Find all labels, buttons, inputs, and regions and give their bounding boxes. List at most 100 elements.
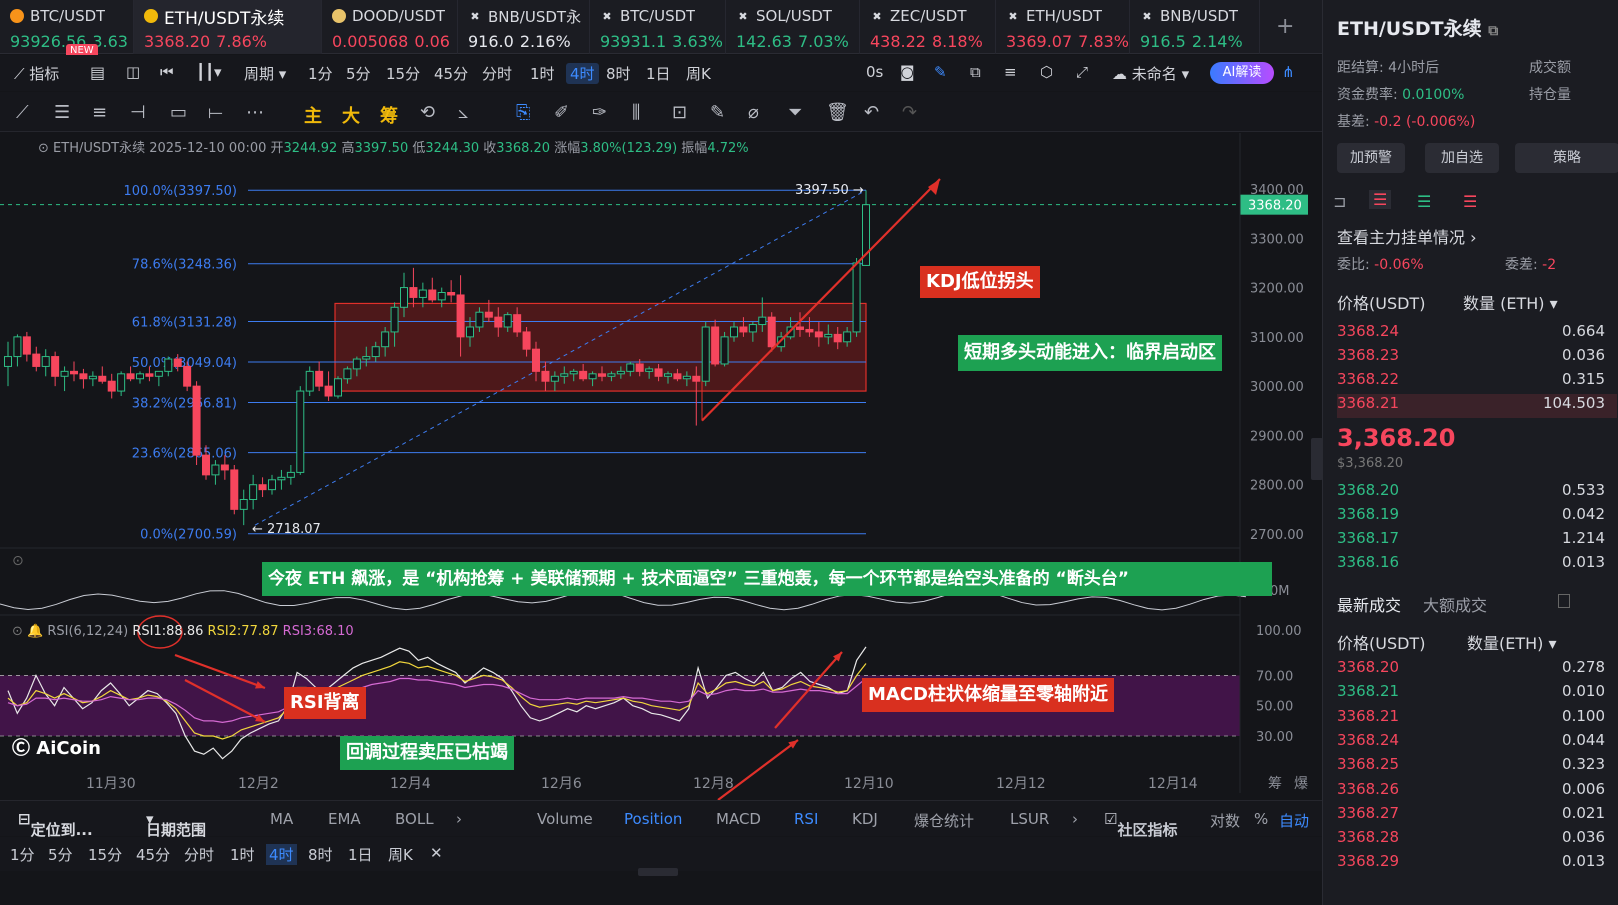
clip-icon[interactable]: ⌀	[748, 102, 759, 123]
symbol-tab[interactable]: ✖ BTC/USDT 93931.1 3.63%	[590, 0, 726, 54]
indicators-button[interactable]: ⟋ 指标	[14, 65, 60, 83]
add-tab-icon[interactable]: +	[1276, 14, 1295, 39]
add-alert-button[interactable]: 加预警	[1337, 143, 1405, 173]
trade-row[interactable]: 3368.27 0.021	[1337, 804, 1617, 828]
chart-area[interactable]: 100.0%(3397.50) 78.6%(3248.36) 61.8%(3131.…	[0, 133, 1322, 803]
screen-icon[interactable]: ⧉	[970, 63, 981, 81]
ruler-icon[interactable]: ✐	[554, 102, 570, 123]
ask-row[interactable]: 3368.21 104.503	[1337, 394, 1617, 418]
chevron-right-icon[interactable]: ›	[456, 810, 462, 828]
add-watchlist-button[interactable]: 加自选	[1425, 143, 1499, 173]
share-icon[interactable]: ⋔	[1282, 63, 1295, 81]
orderbook-both-icon[interactable]: ☰	[1369, 190, 1392, 209]
interval-9[interactable]: 周K	[686, 65, 711, 83]
rect-tool-icon[interactable]: ▭	[170, 102, 188, 123]
bottom-interval-1[interactable]: 5分	[48, 846, 73, 864]
camera-icon[interactable]: ◙	[900, 63, 915, 81]
copy-icon[interactable]: ⧉	[1488, 23, 1499, 39]
bottom-interval-0[interactable]: 1分	[10, 846, 35, 864]
indicator-ema[interactable]: EMA	[328, 810, 361, 828]
chip-toggle[interactable]: 筹	[380, 106, 398, 127]
bottom-interval-2[interactable]: 15分	[88, 846, 123, 864]
fullscreen-icon[interactable]: ⤢	[1076, 63, 1089, 81]
trade-row[interactable]: 3368.29 0.013	[1337, 852, 1617, 876]
lock-icon[interactable]: ⊡	[672, 102, 688, 123]
period-dropdown[interactable]: 周期 ▾	[244, 65, 287, 83]
big-order-toggle[interactable]: 大	[342, 106, 360, 127]
interval-6[interactable]: 4时	[566, 63, 599, 84]
orderbook-bids-icon[interactable]: ☰	[1417, 192, 1432, 211]
ray-tool-icon[interactable]: ⟝	[208, 102, 223, 123]
channel-tool-icon[interactable]: ≡	[92, 102, 108, 123]
indicator-ma[interactable]: MA	[270, 810, 294, 828]
rsi-collapse-icon[interactable]: ⊙ 🔔	[12, 624, 44, 639]
log-toggle[interactable]: 对数	[1210, 812, 1241, 830]
percent-toggle[interactable]: %	[1254, 810, 1269, 828]
ask-row[interactable]: 3368.22 0.315	[1337, 370, 1617, 394]
chevron-right-icon[interactable]: ›	[1072, 810, 1078, 828]
indicator-volume[interactable]: Volume	[537, 810, 593, 828]
bottom-interval-6[interactable]: 4时	[266, 844, 297, 865]
settings-icon[interactable]: ⬡	[1040, 63, 1054, 81]
trade-row[interactable]: 3368.21 0.010	[1337, 682, 1617, 706]
more-tools-icon[interactable]: ⋯	[246, 102, 264, 123]
note-icon[interactable]: ✎	[710, 102, 726, 123]
symbol-tab[interactable]: ✖ BNB/USDT 916.5 2.14%	[1130, 0, 1260, 54]
line-tool-icon[interactable]: ⟋	[16, 102, 29, 123]
interval-2[interactable]: 15分	[386, 65, 421, 83]
indicator-boll[interactable]: BOLL	[395, 810, 434, 828]
ask-row[interactable]: 3368.23 0.036	[1337, 346, 1617, 370]
trade-row[interactable]: 3368.28 0.036	[1337, 828, 1617, 852]
chart-type-icon[interactable]: ┃┃▾	[196, 63, 222, 81]
trade-row[interactable]: 3368.24 0.044	[1337, 731, 1617, 755]
indicator-lsur[interactable]: LSUR	[1010, 810, 1050, 828]
pen-icon[interactable]: ✎	[934, 63, 947, 81]
indicator-liq[interactable]: 爆仓统计	[914, 812, 975, 830]
bottom-interval-3[interactable]: 45分	[136, 846, 171, 864]
calendar-icon[interactable]: ▤	[90, 63, 106, 82]
indicator-kdj[interactable]: KDJ	[852, 810, 878, 828]
bookmark-icon[interactable]: ⎘	[516, 102, 531, 123]
trade-row[interactable]: 3368.20 0.278	[1337, 658, 1617, 682]
cross-tool-icon[interactable]: ⊣	[130, 102, 146, 123]
interval-1[interactable]: 5分	[346, 65, 371, 83]
magnet-icon[interactable]: ⟲	[420, 102, 436, 123]
indicator-position[interactable]: Position	[624, 810, 683, 828]
trade-qty-header[interactable]: 数量(ETH) ▾	[1467, 634, 1557, 653]
big-trades-tab[interactable]: 大额成交	[1423, 596, 1488, 615]
checkbox[interactable]	[1558, 594, 1570, 608]
interval-5[interactable]: 1时	[530, 65, 555, 83]
brush-icon[interactable]: ✑	[592, 102, 608, 123]
ai-read-button[interactable]: AI解读	[1210, 62, 1274, 84]
orderbook-view-icon[interactable]: ⊐	[1333, 192, 1347, 211]
trades-tab[interactable]: 最新成交	[1337, 596, 1402, 615]
trade-row[interactable]: 3368.21 0.100	[1337, 707, 1617, 731]
list-icon[interactable]: ≡	[1004, 63, 1017, 81]
symbol-tab[interactable]: DOOD/USDT 0.005068 0.06	[322, 0, 458, 54]
measure-icon[interactable]: ⦣	[458, 102, 469, 123]
trash-icon[interactable]: 🗑	[826, 102, 849, 123]
col-qty-header[interactable]: 数量 (ETH) ▾	[1463, 294, 1558, 313]
bid-row[interactable]: 3368.20 0.533	[1337, 481, 1617, 505]
bid-row[interactable]: 3368.16 0.013	[1337, 553, 1617, 577]
orderbook-asks-icon[interactable]: ☰	[1463, 192, 1478, 211]
interval-4[interactable]: 分时	[482, 65, 513, 83]
symbol-tab[interactable]: ✖ ZEC/USDT 438.22 8.18%	[860, 0, 996, 54]
interval-3[interactable]: 45分	[434, 65, 469, 83]
bottom-interval-4[interactable]: 分时	[184, 846, 215, 864]
ask-row[interactable]: 3368.24 0.664	[1337, 322, 1617, 346]
bottom-interval-7[interactable]: 8时	[308, 846, 333, 864]
chart-svg[interactable]: 100.0%(3397.50) 78.6%(3248.36) 61.8%(3131.…	[0, 133, 1322, 803]
indicator-rsi[interactable]: RSI	[794, 810, 819, 828]
rewind-icon[interactable]: ⏮	[160, 63, 174, 81]
interval-0[interactable]: 1分	[308, 65, 333, 83]
trade-row[interactable]: 3368.25 0.323	[1337, 755, 1617, 779]
symbol-tab[interactable]: ✖ SOL/USDT 142.63 7.03%	[726, 0, 860, 54]
bottom-interval-5[interactable]: 1时	[230, 846, 255, 864]
symbol-tab[interactable]: ✖ BNB/USDT永 916.0 2.16%	[458, 0, 590, 54]
layout-name-dropdown[interactable]: ☁ 未命名 ▾	[1112, 65, 1190, 83]
bid-row[interactable]: 3368.17 1.214	[1337, 529, 1617, 553]
date-range-dropdown[interactable]: 日期范围 ▾	[146, 810, 207, 839]
close-icon[interactable]: ✕	[430, 844, 443, 862]
locate-button[interactable]: ⊟ 定位到...	[18, 810, 93, 839]
